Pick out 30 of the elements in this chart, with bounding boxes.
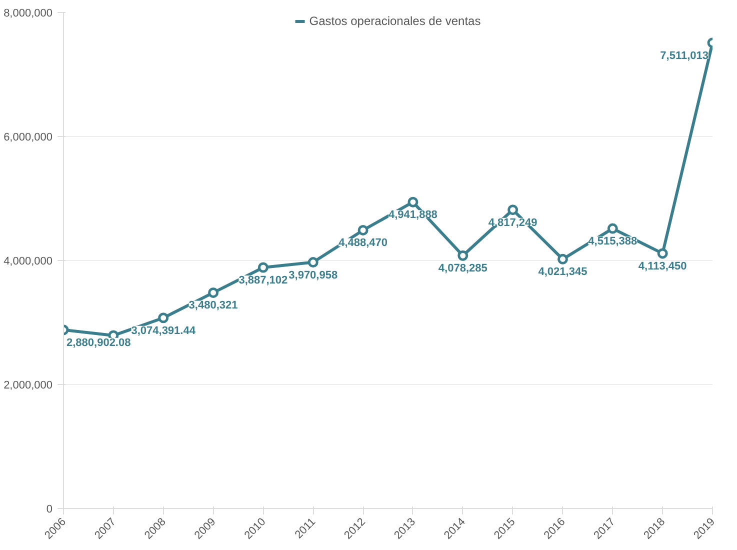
point xyxy=(308,257,318,268)
data-label: 3,970,958 xyxy=(288,269,338,282)
data-label: 2,880,902.08 xyxy=(66,336,131,349)
data-label: 4,817,249 xyxy=(488,216,538,229)
y-tick-label: 2,000,000 xyxy=(4,380,52,392)
point xyxy=(508,204,518,216)
point xyxy=(408,196,418,208)
data-label: 3,887,102 xyxy=(238,274,288,286)
point xyxy=(258,262,268,273)
data-label: 3,074,391.44 xyxy=(131,324,196,337)
data-label: 7,511,013 xyxy=(660,50,709,62)
point xyxy=(607,223,618,234)
y-tick-label: 8,000,000 xyxy=(4,8,52,20)
data-label: 4,941,888 xyxy=(388,209,438,222)
y-tick-label: 6,000,000 xyxy=(4,132,52,144)
point xyxy=(158,312,169,324)
point xyxy=(557,254,568,264)
data-label: 3,480,321 xyxy=(188,300,238,312)
legend-label: Gastos operacionales de ventas xyxy=(309,14,481,28)
data-label: 4,021,345 xyxy=(538,266,588,278)
data-label: 4,488,470 xyxy=(338,237,388,250)
data-label: 4,078,285 xyxy=(438,262,488,275)
point xyxy=(458,250,468,261)
point xyxy=(657,248,668,259)
y-tick-label: 0 xyxy=(46,504,53,516)
y-tick-label: 4,000,000 xyxy=(4,256,52,268)
data-label: 4,515,388 xyxy=(588,236,638,248)
point xyxy=(358,224,368,236)
point xyxy=(208,287,219,298)
data-label: 4,113,450 xyxy=(638,260,687,272)
